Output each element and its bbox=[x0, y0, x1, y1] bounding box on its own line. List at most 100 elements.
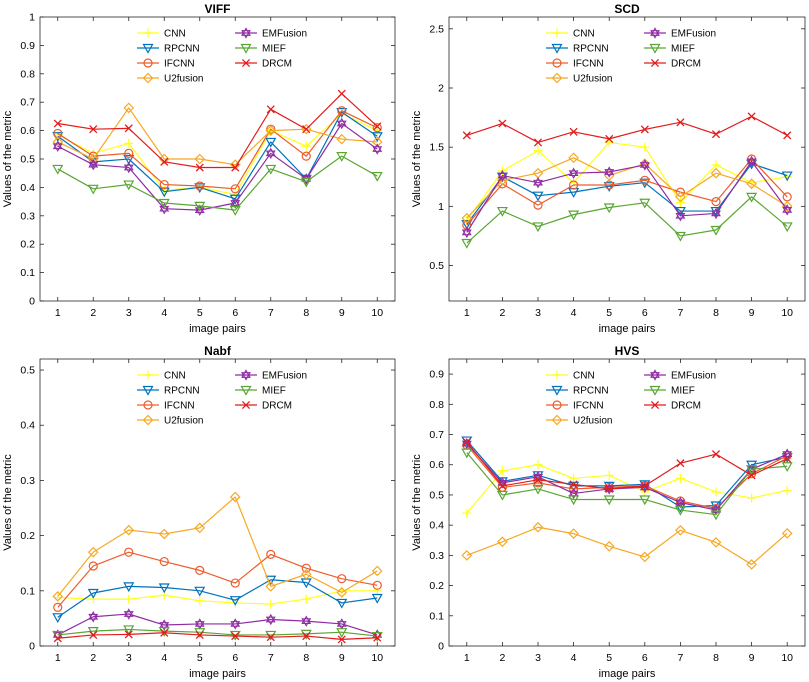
series-emfusion bbox=[461, 155, 793, 239]
y-tick-label: 0.6 bbox=[20, 125, 35, 137]
data-point bbox=[372, 143, 383, 155]
x-tick-label: 9 bbox=[749, 307, 755, 319]
x-tick-label: 8 bbox=[303, 652, 309, 664]
data-point bbox=[194, 153, 206, 165]
x-tick-label: 4 bbox=[571, 307, 577, 319]
data-point bbox=[496, 490, 508, 501]
data-point bbox=[52, 613, 64, 624]
legend: CNN RPCNN IFCNN U2fusion EMFusion MIEF DRCM bbox=[546, 27, 716, 85]
y-tick-label: 2.5 bbox=[429, 23, 444, 35]
legend-label-rpcnn: RPCNN bbox=[164, 44, 200, 55]
data-point bbox=[674, 502, 686, 513]
legend-marker bbox=[240, 43, 252, 54]
data-point bbox=[371, 132, 383, 143]
data-point bbox=[337, 635, 346, 644]
legend-label-emfusion: EMFusion bbox=[671, 371, 716, 382]
x-tick-label: 8 bbox=[713, 307, 719, 319]
legend-label-u2fusion: U2fusion bbox=[164, 416, 203, 427]
data-point bbox=[302, 125, 311, 134]
chart-panel-hvs: HVS 1 2 3 4 5 6 7 8 9 10 0 0.1 0.2 0.3 0.4 0.5 0.6 0.7 0.8 0… bbox=[411, 344, 806, 680]
data-point bbox=[533, 176, 543, 189]
legend-marker bbox=[551, 72, 563, 84]
data-point bbox=[783, 131, 792, 140]
series-line-drcm bbox=[57, 93, 378, 169]
legend-marker bbox=[143, 370, 153, 380]
data-point bbox=[710, 225, 722, 236]
legend-label-drcm: DRCM bbox=[262, 401, 292, 412]
data-point bbox=[194, 183, 206, 194]
series-line-mief bbox=[57, 155, 378, 211]
data-point bbox=[87, 184, 99, 195]
data-point bbox=[782, 485, 792, 495]
data-point bbox=[158, 198, 170, 209]
y-tick-label: 2 bbox=[438, 83, 444, 95]
x-tick-label: 7 bbox=[677, 652, 683, 664]
legend-marker bbox=[143, 400, 153, 410]
legend-marker bbox=[142, 72, 154, 84]
series-emfusion bbox=[52, 608, 383, 641]
data-point bbox=[123, 625, 135, 636]
x-tick-label: 8 bbox=[713, 652, 719, 664]
data-point bbox=[265, 147, 276, 160]
legend-marker bbox=[143, 28, 153, 38]
data-point bbox=[266, 633, 275, 642]
data-point bbox=[230, 197, 241, 209]
data-point bbox=[337, 106, 347, 116]
data-point bbox=[53, 119, 62, 128]
series-ifcnn bbox=[53, 106, 382, 194]
data-point bbox=[301, 615, 312, 627]
data-point bbox=[160, 157, 169, 166]
y-tick-label: 0.8 bbox=[20, 68, 35, 80]
y-tick-label: 0.4 bbox=[20, 182, 35, 194]
legend-label-mief: MIEF bbox=[262, 386, 286, 397]
x-tick-label: 1 bbox=[55, 307, 61, 319]
data-point bbox=[675, 473, 685, 483]
legend-label-ifcnn: IFCNN bbox=[164, 401, 195, 412]
data-point bbox=[569, 480, 578, 489]
data-point bbox=[124, 148, 134, 158]
data-point bbox=[371, 593, 383, 604]
series-rpcnn bbox=[52, 575, 383, 624]
x-tick-label: 5 bbox=[197, 652, 203, 664]
legend-label-cnn: CNN bbox=[573, 29, 595, 40]
series-line-ifcnn bbox=[466, 158, 788, 226]
data-point bbox=[371, 631, 383, 642]
data-point bbox=[194, 618, 205, 630]
series-drcm bbox=[53, 89, 382, 172]
series-line-cnn bbox=[466, 141, 788, 221]
data-point bbox=[123, 180, 135, 191]
data-point bbox=[782, 448, 793, 460]
x-tick-label: 6 bbox=[232, 652, 238, 664]
legend-marker bbox=[649, 385, 661, 396]
data-point bbox=[533, 200, 543, 210]
legend-marker bbox=[650, 369, 660, 381]
y-tick-label: 0.5 bbox=[20, 365, 35, 377]
legend-marker bbox=[650, 27, 660, 39]
data-point bbox=[194, 586, 206, 597]
data-point bbox=[533, 138, 543, 147]
y-tick-label: 0.7 bbox=[20, 97, 35, 109]
data-point bbox=[462, 438, 471, 447]
data-point bbox=[674, 231, 686, 242]
chart-panel-viff: VIFF 1 2 3 4 5 6 7 8 9 10 0 0.1 0.2 0.3 0.4 0.5 0.6 0.7 0.8… bbox=[2, 2, 396, 335]
series-line-ifcnn bbox=[57, 110, 378, 190]
legend-marker bbox=[551, 385, 563, 396]
data-point bbox=[461, 238, 473, 249]
data-point bbox=[640, 142, 650, 152]
data-point bbox=[124, 547, 134, 557]
x-tick-label: 2 bbox=[499, 307, 505, 319]
data-point bbox=[532, 191, 544, 202]
data-point bbox=[124, 594, 134, 604]
data-point bbox=[747, 471, 756, 480]
series-line-u2fusion bbox=[466, 157, 788, 219]
x-tick-label: 3 bbox=[535, 652, 541, 664]
data-point bbox=[533, 460, 543, 470]
x-tick-label: 10 bbox=[371, 307, 383, 319]
data-point bbox=[158, 583, 170, 594]
y-tick-label: 0 bbox=[438, 641, 444, 653]
data-point bbox=[88, 158, 99, 171]
data-point bbox=[675, 191, 686, 203]
data-point bbox=[462, 131, 471, 140]
data-point bbox=[123, 102, 135, 114]
data-point bbox=[373, 122, 382, 131]
